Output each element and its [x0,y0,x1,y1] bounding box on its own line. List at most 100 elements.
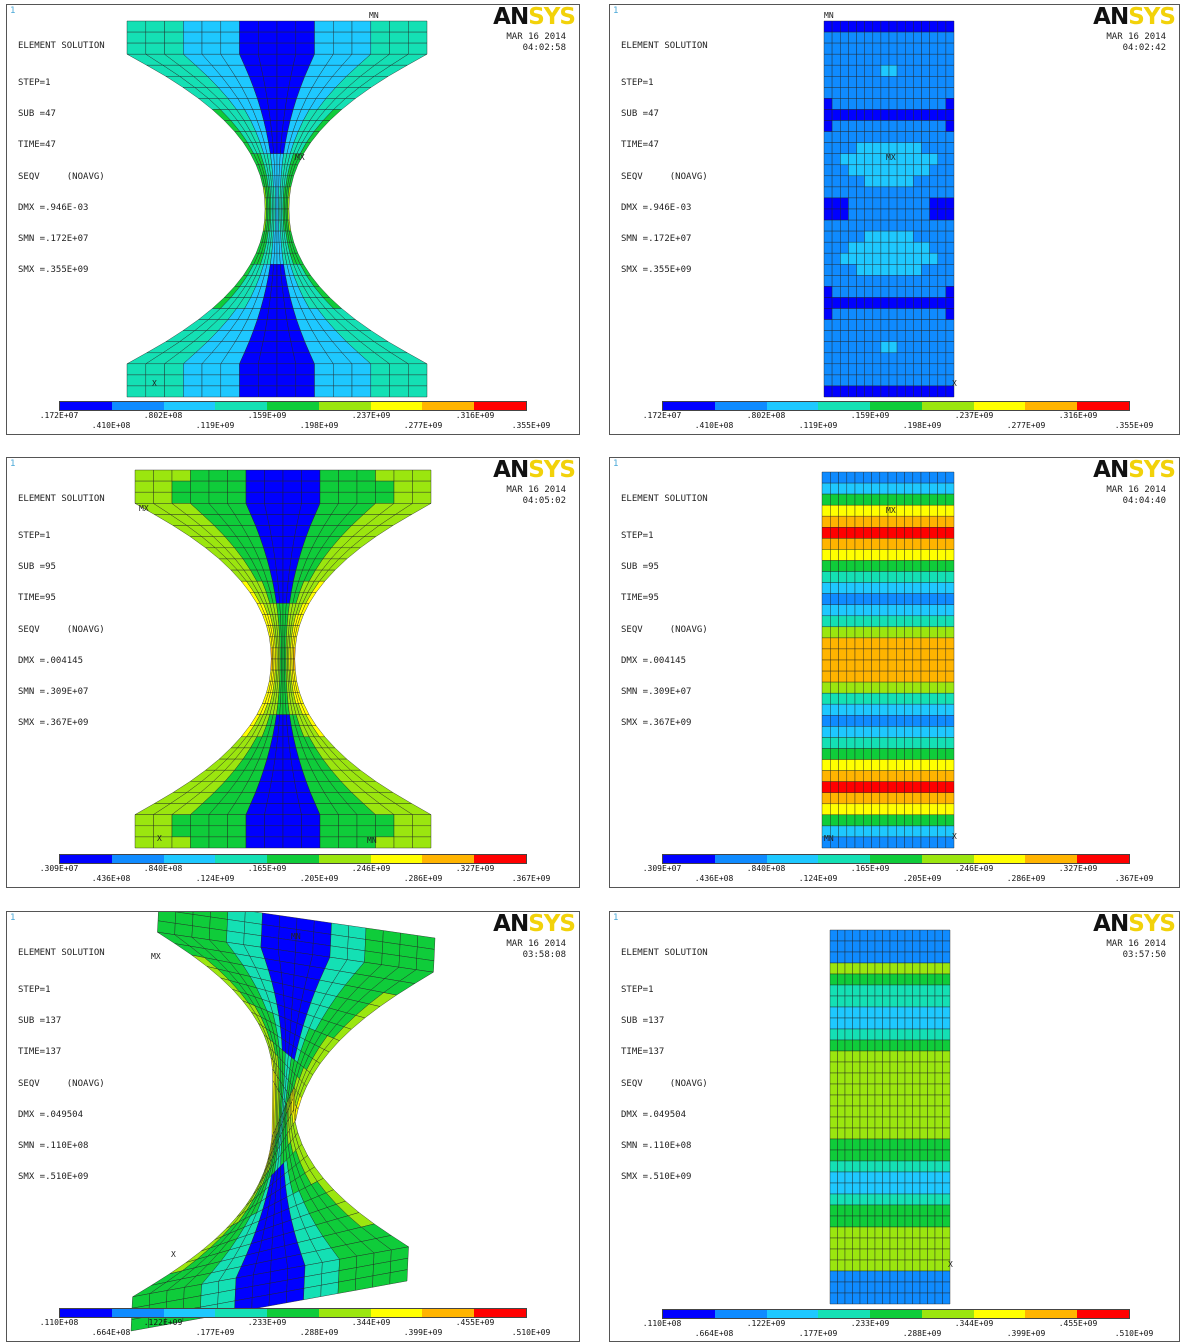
mesh-element [920,571,930,583]
mesh-element [904,527,914,539]
mesh-element [889,1127,898,1140]
mesh-element [859,1072,868,1085]
mesh-element [921,385,930,398]
mesh-element [239,363,259,376]
legend-swatch [870,1310,922,1318]
mesh-element [912,471,922,484]
timestamp: MAR 16 2014 03:57:50 [1106,939,1166,960]
mesh-element [887,482,897,495]
legend-swatch [818,1310,871,1318]
mesh-element [896,330,906,342]
mesh-element [888,197,898,210]
mesh-element [837,1083,846,1096]
legend-tick-top: .122E+09 [746,1319,786,1328]
mesh-element [904,1061,913,1074]
mesh-element [934,1050,943,1063]
mesh-element [375,814,395,826]
mesh-element [837,940,846,953]
sub-label: SUB =47 [621,109,659,120]
mesh-element [929,582,938,594]
mesh-element [838,538,847,550]
mesh-element [880,31,890,44]
mesh-element [846,748,856,760]
mesh-element [856,219,865,232]
mesh-element [882,1050,891,1063]
mesh-element [929,770,938,782]
mesh-element [208,836,228,849]
mesh-element [837,1050,846,1063]
mesh-element [314,374,334,387]
mesh-element [867,1182,876,1195]
mesh-element [912,737,922,749]
mesh-element [872,54,882,66]
mesh-element [882,1028,891,1041]
mesh-element [201,42,222,55]
mesh-element [830,770,839,782]
mesh-element [282,836,302,849]
mesh-element [848,31,857,44]
mesh-element [889,1006,898,1019]
mesh-element [838,803,847,815]
mesh-element [945,715,955,727]
mesh-element [864,186,873,199]
mesh-element [904,516,914,528]
mesh-element [275,186,278,199]
smn-label: SMN =.110E+08 [621,1141,692,1152]
mesh-element [942,1193,951,1206]
mesh-element [896,286,906,298]
mesh-element [945,330,955,342]
mesh-element [408,42,428,55]
mesh-element [929,54,939,66]
mesh-element [934,995,943,1008]
mesh-element [823,153,833,166]
mesh-element [837,1215,846,1228]
mesh-element [874,1270,883,1283]
mesh-element [927,951,936,964]
mesh-element [838,748,847,760]
mesh-element [921,87,930,99]
mesh-element [844,1259,853,1272]
mesh-element [153,814,173,826]
mesh-element [927,1028,936,1041]
mesh-element [164,374,184,387]
mesh-element [393,836,413,849]
mesh-element [929,76,939,88]
mesh-element [838,836,847,849]
mesh-element [934,1270,943,1283]
mesh-element [859,1138,868,1151]
mesh-element [889,929,898,942]
mesh-element [921,374,930,387]
mesh-element [872,208,882,221]
smn-label: SMN =.309E+07 [621,687,692,698]
mesh-element [889,1061,898,1074]
mesh-element [314,20,334,33]
mesh-element [929,153,939,166]
mesh-element [912,692,922,705]
mesh-element [937,770,947,782]
mesh-element [920,770,930,782]
mesh-element [912,836,922,849]
mesh-element [852,1171,861,1184]
mesh-element [904,1226,913,1239]
legend-ticks: .309E+07.840E+08.165E+09.246E+09.327E+09… [610,862,1179,884]
mesh-element [880,275,890,287]
mesh-element [856,385,865,398]
mesh-element [823,142,833,154]
mesh-element [273,252,278,265]
mesh-element [920,505,930,517]
mesh-element [821,471,831,484]
mesh-element [919,1281,928,1294]
mesh-element [945,527,955,539]
legend-swatch [422,855,475,863]
mesh-element [920,692,930,705]
mesh-element [829,1006,838,1019]
mesh-element [854,836,864,849]
mesh-element [904,1116,913,1129]
mesh-element [942,984,951,997]
mesh-element [266,514,284,526]
mesh-element [920,781,930,793]
mesh-element [872,186,882,199]
mesh-element [942,1160,951,1173]
mesh-element [889,1094,898,1107]
mesh-element [830,737,839,749]
